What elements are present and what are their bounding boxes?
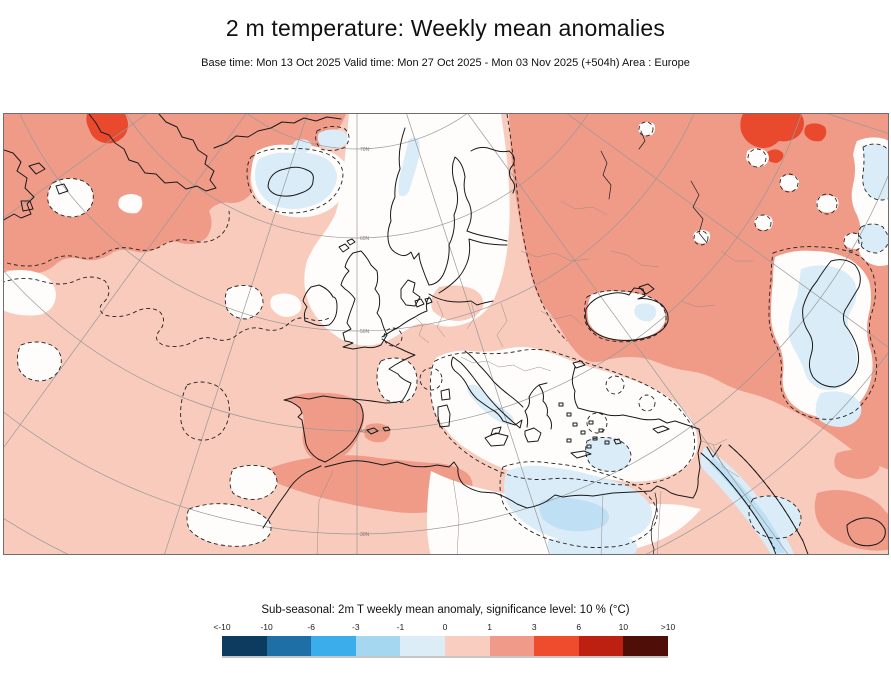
colorbar-segment [222, 636, 267, 656]
colorbar-tick-label: -6 [307, 622, 315, 632]
colorbar [222, 636, 668, 658]
colorbar-tick-label: 0 [442, 622, 448, 632]
page-subtitle: Base time: Mon 13 Oct 2025 Valid time: M… [201, 57, 690, 69]
colorbar-segment [578, 636, 624, 656]
anomaly-map: 70N 60N 50N 40N 30N [3, 113, 889, 555]
colorbar-tick-label: 10 [618, 622, 629, 632]
page-title: 2 m temperature: Weekly mean anomalies [225, 15, 666, 41]
colorbar-segment [489, 636, 535, 656]
colorbar-tick-label: 6 [576, 622, 582, 632]
lat-label-70n: 70N [360, 147, 370, 153]
colorbar-tick-label: -3 [352, 622, 360, 632]
lat-label-30n: 30N [360, 532, 370, 538]
map-svg: 70N 60N 50N 40N 30N [4, 114, 888, 554]
colorbar-segment [400, 636, 445, 656]
colorbar-tick-label: -10 [260, 622, 273, 632]
colorbar-segment [311, 636, 356, 656]
baltic-pink-patch [431, 285, 484, 321]
country-border-layer [316, 200, 753, 554]
colorbar-tick-label: 1 [487, 622, 492, 632]
red-anomaly-regions [86, 114, 827, 163]
colorbar-tick-label: <-10 [213, 622, 231, 632]
lat-label-50n: 50N [360, 329, 370, 335]
colorbar-tick-label: >10 [660, 622, 676, 632]
colorbar-segment [444, 636, 490, 656]
colorbar-ticks: <-10 -10 -6 -3 -1 0 1 3 6 10 >10 [213, 622, 675, 633]
legend-title: Sub-seasonal: 2m T weekly mean anomaly, … [261, 604, 630, 616]
colorbar-segment [266, 636, 312, 656]
lat-label-60n: 60N [360, 236, 370, 242]
colorbar-tick-label: -1 [396, 622, 405, 632]
colorbar-tick-label: 3 [531, 622, 537, 632]
colorbar-segment [534, 636, 579, 656]
colorbar-segment [355, 636, 401, 656]
lat-label-40n: 40N [360, 429, 370, 435]
colorbar-segment [623, 636, 668, 656]
latitude-labels: 70N 60N 50N 40N 30N [360, 147, 370, 538]
cool-blue-regions [255, 129, 888, 554]
